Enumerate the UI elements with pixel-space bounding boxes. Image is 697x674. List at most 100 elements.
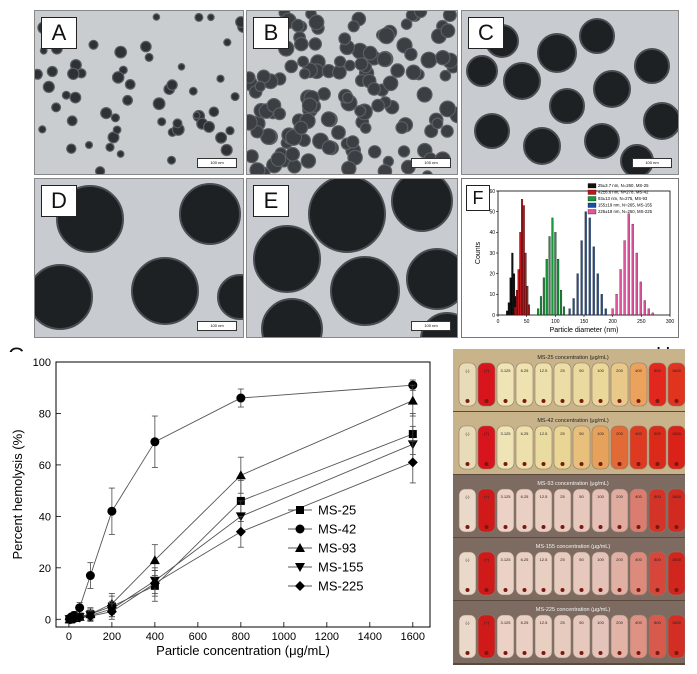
nanoparticle	[593, 70, 631, 108]
nanoparticle	[420, 51, 438, 69]
rbc-pellet	[674, 462, 679, 466]
nanoparticle	[207, 13, 215, 22]
nanoparticle	[293, 120, 309, 135]
nanoparticle	[215, 131, 228, 144]
nanoparticle	[225, 126, 235, 136]
nanoparticle	[61, 90, 71, 100]
tube-label: 100	[597, 368, 604, 373]
tube	[572, 614, 591, 659]
legend-marker	[295, 524, 305, 534]
tube-label: 25	[560, 620, 565, 625]
x-tick-label: 250	[637, 319, 646, 325]
nanoparticle	[549, 88, 585, 124]
nanoparticle	[579, 18, 615, 54]
rbc-pellet	[541, 525, 546, 529]
tube-label: 100	[597, 431, 604, 436]
nanoparticle	[404, 47, 418, 62]
tube	[648, 488, 667, 533]
histogram-bar	[511, 252, 514, 316]
tube-label: 50	[579, 557, 584, 562]
tube-label: (+)	[484, 557, 490, 562]
tube	[515, 551, 534, 596]
data-point	[407, 457, 418, 468]
tube-label: 200	[616, 431, 623, 436]
tube	[477, 362, 496, 407]
tube	[610, 614, 629, 659]
tube-label: (-)	[466, 431, 471, 436]
nanoparticle	[391, 179, 453, 232]
legend-label: MS-225	[318, 579, 364, 594]
rbc-pellet	[465, 651, 470, 655]
tube-label: 100	[597, 494, 604, 499]
nanoparticle	[35, 264, 93, 330]
tube-label: 800	[654, 494, 661, 499]
nanoparticle	[253, 225, 321, 293]
histogram-bar	[562, 306, 565, 316]
legend-label: 155±19 nm, N=265, MS-155	[598, 203, 653, 208]
tube-label: 400	[635, 620, 642, 625]
tube	[629, 488, 648, 533]
nanoparticle	[270, 151, 287, 167]
data-point	[85, 571, 95, 581]
data-point	[149, 555, 160, 565]
rbc-pellet	[522, 462, 527, 466]
nanoparticle	[273, 107, 287, 121]
data-point	[407, 395, 418, 405]
x-tick-label: 150	[580, 319, 589, 325]
nanoparticle	[371, 98, 385, 113]
tube-label: 1600	[672, 431, 682, 436]
nanoparticle	[523, 127, 561, 165]
tube	[629, 362, 648, 407]
legend-label: MS-25	[318, 503, 356, 518]
nanoparticle	[157, 117, 167, 127]
x-tick-label: 400	[146, 631, 164, 643]
histogram-bar	[514, 306, 517, 316]
y-tick-label: 60	[489, 189, 495, 195]
histogram-bar	[580, 240, 583, 316]
nanoparticle	[88, 39, 99, 50]
rbc-pellet	[522, 651, 527, 655]
tube	[610, 362, 629, 407]
rbc-pellet	[617, 651, 622, 655]
tube-label: (-)	[466, 494, 471, 499]
nanoparticle	[152, 13, 161, 21]
plot-frame	[55, 361, 431, 628]
tube	[591, 362, 610, 407]
nanoparticle	[308, 14, 325, 31]
histogram-bar	[651, 312, 654, 316]
hemolysis-tubes-photo: MS-25 concentration (μg/mL) (-) (+) 3.125 6.…	[453, 349, 685, 663]
tube	[610, 425, 629, 470]
histogram-bar	[557, 259, 560, 316]
nanoparticle	[297, 55, 309, 68]
histogram-bar	[639, 281, 642, 316]
tube	[496, 488, 515, 533]
legend-swatch	[587, 196, 597, 202]
rbc-pellet	[465, 399, 470, 403]
nanoparticle	[330, 256, 400, 326]
tube-label: 50	[579, 620, 584, 625]
tube-label: 1600	[672, 494, 682, 499]
rbc-pellet	[541, 399, 546, 403]
nanoparticle	[105, 142, 115, 152]
rbc-pellet	[617, 588, 622, 592]
tube-label: (+)	[484, 368, 490, 373]
x-tick-label: 50	[524, 319, 530, 325]
histogram-bar	[537, 308, 540, 316]
histogram-bar	[507, 302, 510, 316]
nanoparticle	[362, 45, 378, 61]
x-tick-label: 200	[608, 319, 617, 325]
nanoparticle	[300, 153, 317, 169]
histogram-bar	[611, 308, 614, 316]
histogram-bar	[604, 308, 607, 316]
histogram-bar	[635, 252, 638, 316]
x-tick-label: 1200	[315, 631, 339, 643]
nanoparticle	[35, 68, 43, 80]
hemolysis-line-chart: 0 200 400 600 800 1000 1200 1400 1600 0 20 40 60 80 10…	[10, 357, 431, 658]
histogram-chart: 0 50 100 150 200 250 300 0 10 20 30 40 50 60 Particle …	[475, 183, 674, 334]
legend-label: MS-155	[318, 560, 364, 575]
nanoparticle	[439, 100, 457, 118]
nanoparticle	[167, 155, 177, 165]
histogram-bar	[592, 246, 595, 316]
legend-swatch	[587, 202, 597, 208]
tube	[648, 425, 667, 470]
